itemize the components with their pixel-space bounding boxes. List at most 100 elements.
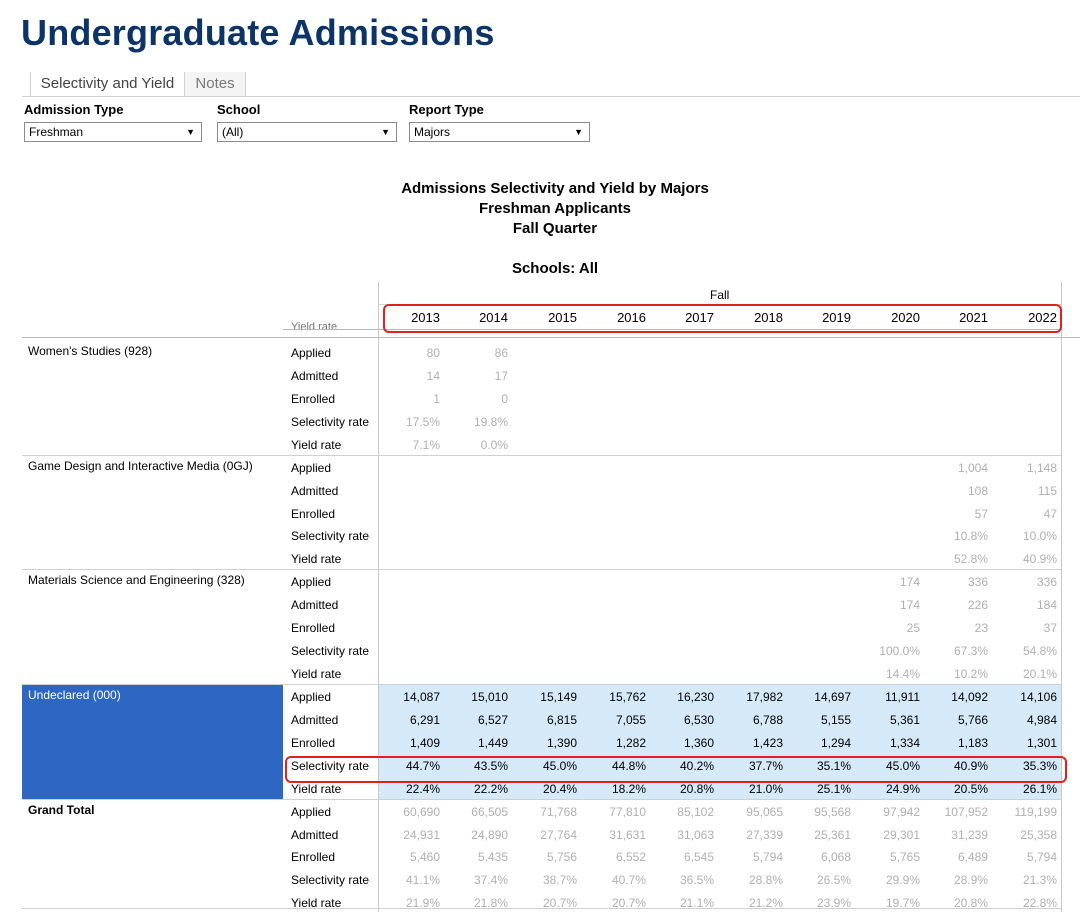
table-cell: 29,301: [883, 827, 920, 842]
table-cell: 95,568: [814, 804, 851, 819]
group-label[interactable]: Undeclared (000): [28, 687, 121, 702]
group-label[interactable]: Women's Studies (928): [28, 344, 153, 358]
table-cell: 18.2%: [611, 781, 646, 796]
tab-notes[interactable]: Notes: [185, 72, 246, 96]
table-cell: 47: [1043, 506, 1057, 521]
table-cell: 80: [426, 346, 440, 360]
metric-label: Enrolled: [291, 506, 336, 521]
metric-label: Admitted: [291, 827, 339, 842]
table-cell: 35.3%: [1022, 758, 1057, 773]
table-cell: 174: [899, 575, 920, 590]
table-cell: 15,762: [609, 689, 646, 704]
table-cell: 6,815: [546, 712, 577, 727]
table-cell: 17,982: [746, 689, 783, 704]
report-type-select[interactable]: Majors ▼: [409, 122, 590, 142]
selected-group-cells-bg: [379, 684, 1061, 800]
table-cell: 22.8%: [1022, 896, 1057, 911]
chevron-down-icon: ▼: [574, 127, 583, 137]
year-header-2017: 2017: [685, 310, 714, 325]
table-cell: 17.5%: [405, 414, 440, 429]
report-title-line2: Freshman Applicants: [479, 200, 631, 217]
metric-label: Enrolled: [291, 621, 336, 636]
metric-label: Yield rate: [291, 667, 342, 682]
year-header-2013: 2013: [411, 310, 440, 325]
table-cell: 6,068: [820, 850, 851, 865]
year-header-2019: 2019: [822, 310, 851, 325]
admission-type-select[interactable]: Freshman ▼: [24, 122, 202, 142]
year-header-2022: 2022: [1028, 310, 1057, 325]
table-cell: 21.1%: [679, 896, 714, 911]
table-cell: 41.1%: [405, 873, 440, 888]
table-cell: 1,301: [1026, 735, 1057, 750]
table-cell: 86: [494, 346, 508, 360]
table-cell: 25,358: [1020, 827, 1057, 842]
table-cell: 66,505: [471, 804, 508, 819]
table-cell: 7.1%: [412, 437, 440, 452]
table-cell: 43.5%: [473, 758, 508, 773]
table-cell: 19.7%: [885, 896, 920, 911]
group-separator: [22, 454, 1061, 456]
group-label[interactable]: Grand Total: [28, 802, 95, 817]
table-cell: 6,527: [477, 712, 508, 727]
table-cell: 31,239: [951, 827, 988, 842]
report-title-line3: Fall Quarter: [512, 220, 598, 237]
table-cell: 1,334: [889, 735, 920, 750]
year-header-2014: 2014: [479, 310, 508, 325]
term-header: Fall: [710, 288, 730, 302]
table-cell: 20.1%: [1022, 667, 1057, 682]
table-cell: 1,449: [477, 735, 508, 750]
table-cell: 20.8%: [953, 896, 988, 911]
table-cell: 1: [433, 391, 440, 406]
table-cell: 44.7%: [405, 758, 440, 773]
report-type-label: Report Type: [409, 102, 484, 117]
group-label[interactable]: Materials Science and Engineering (328): [28, 573, 245, 588]
table-cell: 1,282: [615, 735, 646, 750]
table-cell: 20.5%: [953, 781, 988, 796]
table-cell: 24,890: [471, 827, 508, 842]
metric-label: Yield rate: [291, 781, 342, 796]
admission-type-value: Freshman: [29, 125, 84, 139]
table-cell: 107,952: [944, 804, 988, 819]
table-cell: 14,087: [403, 689, 440, 704]
table-cell: 40.9%: [953, 758, 988, 773]
table-cell: 40.7%: [611, 873, 646, 888]
year-header-divider-2: [22, 337, 1080, 338]
table-cell: 0.0%: [480, 437, 508, 452]
years-highlight-box: [383, 304, 1062, 333]
year-header-2018: 2018: [754, 310, 783, 325]
table-cell: 6,530: [683, 712, 714, 727]
table-cell: 37.4%: [473, 873, 508, 888]
table-cell: 22.2%: [473, 781, 508, 796]
metric-label: Admitted: [291, 483, 339, 498]
schools-label: Schools: All: [511, 260, 599, 277]
table-cell: 23.9%: [816, 896, 851, 911]
table-cell: 57: [974, 506, 988, 521]
table-cell: 54.8%: [1022, 644, 1057, 659]
metric-label: Admitted: [291, 368, 339, 383]
table-cell: 5,765: [889, 850, 920, 865]
table-cell: 14: [426, 368, 440, 383]
table-cell: 5,460: [409, 850, 440, 865]
table-cell: 6,788: [752, 712, 783, 727]
table-cell: 21.9%: [405, 896, 440, 911]
group-label[interactable]: Game Design and Interactive Media (0GJ): [28, 458, 253, 473]
table-cell: 10.8%: [953, 529, 988, 544]
table-cell: 28.9%: [953, 873, 988, 888]
tab-selectivity-and-yield[interactable]: Selectivity and Yield: [30, 72, 185, 96]
group-separator: [22, 798, 1061, 800]
table-cell: 27,339: [746, 827, 783, 842]
table-cell: 20.7%: [611, 896, 646, 911]
table-cell: 27,764: [540, 827, 577, 842]
metric-label: Yield rate: [291, 896, 342, 911]
table-cell: 23: [974, 621, 988, 636]
school-select[interactable]: (All) ▼: [217, 122, 397, 142]
table-cell: 36.5%: [679, 873, 714, 888]
table-cell: 7,055: [615, 712, 646, 727]
table-cell: 77,810: [609, 804, 646, 819]
table-cell: 4,984: [1026, 712, 1057, 727]
table-cell: 37: [1043, 621, 1057, 636]
chevron-down-icon: ▼: [186, 127, 195, 137]
table-cell: 15,149: [540, 689, 577, 704]
table-cell: 21.3%: [1022, 873, 1057, 888]
table-cell: 14,697: [814, 689, 851, 704]
